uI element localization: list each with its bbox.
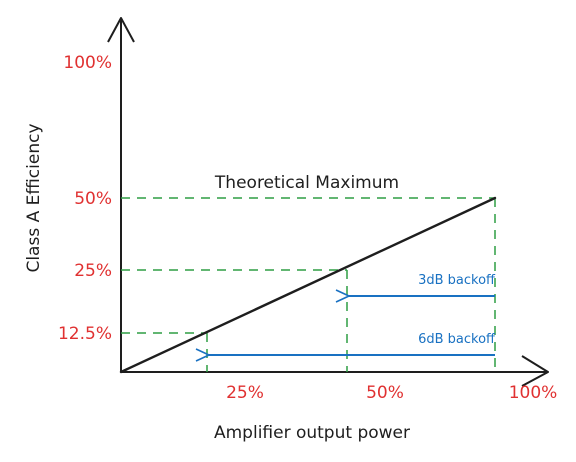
y-tick-label-3: 12.5% bbox=[58, 324, 112, 344]
backoff-label-0: 3dB backoff bbox=[418, 273, 496, 288]
chart-title: Theoretical Maximum bbox=[214, 173, 399, 193]
y-tick-label-2: 25% bbox=[74, 261, 112, 281]
y-tick-label-0: 100% bbox=[63, 53, 112, 73]
x-tick-label-1: 50% bbox=[366, 383, 404, 403]
x-tick-label-0: 25% bbox=[226, 383, 264, 403]
x-axis-title: Amplifier output power bbox=[214, 423, 410, 443]
y-tick-label-1: 50% bbox=[74, 189, 112, 209]
x-tick-label-2: 100% bbox=[509, 383, 558, 403]
y-axis-title: Class A Efficiency bbox=[24, 123, 44, 272]
backoff-label-1: 6dB backoff bbox=[418, 332, 496, 347]
